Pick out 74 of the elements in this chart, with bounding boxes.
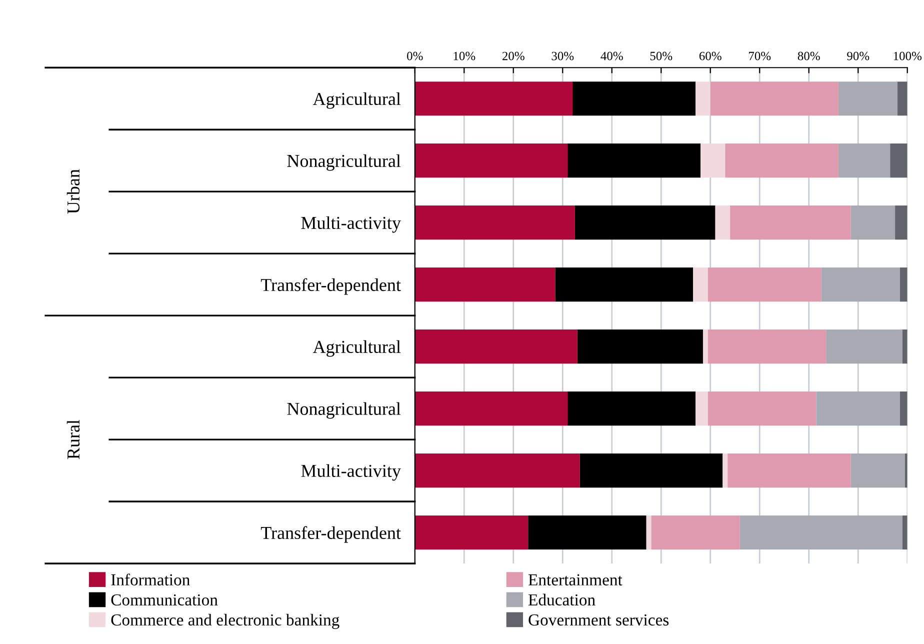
y-tick-label: Multi-activity [301,216,401,233]
bar [900,391,908,426]
bar [902,330,908,364]
x-tick-label: 10% [454,52,476,60]
x-tick-label: 30% [552,52,574,60]
bar [895,206,908,240]
bar [414,82,572,116]
bar [572,82,696,116]
y-tick-label: Nonagricultural [287,154,401,171]
legend-label: Entertainment [528,574,622,586]
bar [728,453,851,488]
bar [580,453,723,488]
x-tick-label: 100% [894,52,922,60]
bar [577,330,703,364]
bar [715,206,730,240]
bar [850,453,905,488]
x-tick-label: 40% [600,52,623,60]
x-tick-label: 50% [650,52,672,60]
legend-label: Commerce and electronic banking [111,614,340,629]
bar [708,268,822,302]
bar [696,82,710,116]
bar [826,330,902,364]
bar [555,268,694,302]
bar [898,82,908,116]
bar [708,391,816,426]
bar [821,268,900,302]
bar [838,144,890,178]
y-tick-label: Transfer-dependent [260,526,401,543]
y-tick-label: Transfer-dependent [260,278,401,295]
x-tick-label: 0% [407,52,423,60]
bar [708,330,826,364]
bar [414,144,568,178]
bar [414,453,580,488]
x-tick-label: 70% [748,52,771,60]
bar [816,391,900,426]
x-tick-label: 80% [798,52,820,60]
bar [900,268,908,302]
y-tick-label: Nonagricultural [287,402,401,419]
bar [414,330,578,364]
bar [568,144,701,178]
bar [725,144,838,178]
bar [890,144,908,178]
bar [414,268,556,302]
legend-label: Education [528,594,596,606]
bar [710,82,838,116]
bar [902,515,908,550]
bar [414,206,575,240]
x-tick-label: 60% [699,52,722,60]
bar [528,515,646,550]
legend-label: Communication [111,594,218,606]
legend-label: Information [111,574,190,586]
bar [651,515,740,550]
text: Rural [66,420,80,460]
bar [700,144,726,178]
y-tick-label: Agricultural [312,92,401,109]
bar [414,515,528,550]
text: Urban [66,169,80,214]
x-tick-label: 20% [502,52,524,60]
bar [414,391,568,426]
bar [693,268,708,302]
x-tick-label: 90% [847,52,870,60]
bar [730,206,851,240]
bar [568,391,696,426]
y-tick-label: Agricultural [312,340,401,357]
bar [574,206,716,240]
bar [838,82,898,116]
y-tick-label: Multi-activity [301,464,401,481]
bar [696,391,708,426]
bar [722,453,728,488]
bar [850,206,896,240]
bar [740,515,902,550]
legend-label: Government services [528,614,669,626]
bar [702,330,708,364]
bar [646,515,652,550]
